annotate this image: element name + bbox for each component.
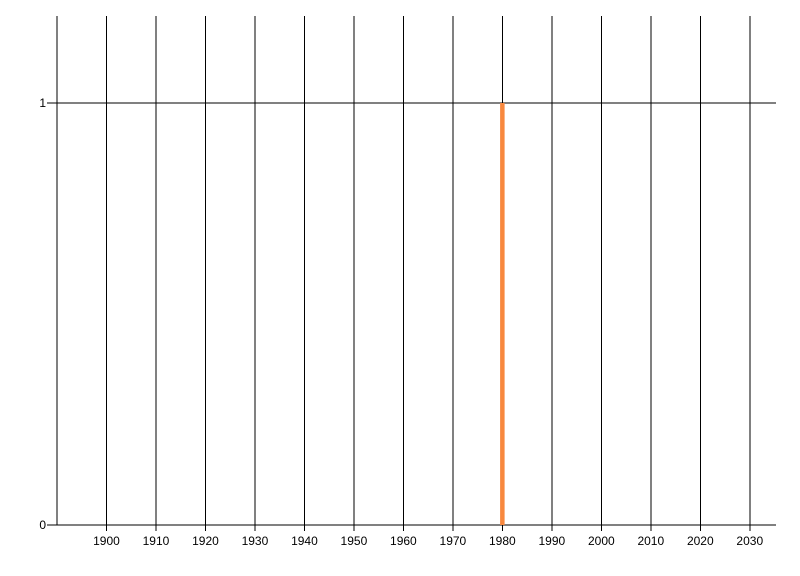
x-tick-label: 2020 bbox=[687, 534, 714, 548]
x-tick-label: 2030 bbox=[736, 534, 763, 548]
x-tick-label: 1930 bbox=[242, 534, 269, 548]
x-tick-label: 1990 bbox=[538, 534, 565, 548]
x-tick-label: 2010 bbox=[637, 534, 664, 548]
x-tick-label: 1920 bbox=[192, 534, 219, 548]
x-tick-label: 1980 bbox=[489, 534, 516, 548]
x-tick-label: 1900 bbox=[93, 534, 120, 548]
x-tick-label: 2000 bbox=[588, 534, 615, 548]
y-tick-label: 0 bbox=[39, 518, 46, 532]
x-tick-label: 1960 bbox=[390, 534, 417, 548]
y-tick-label: 1 bbox=[39, 96, 46, 110]
x-tick-label: 1940 bbox=[291, 534, 318, 548]
x-tick-label: 1910 bbox=[143, 534, 170, 548]
x-tick-label: 1950 bbox=[341, 534, 368, 548]
x-tick-label: 1970 bbox=[440, 534, 467, 548]
